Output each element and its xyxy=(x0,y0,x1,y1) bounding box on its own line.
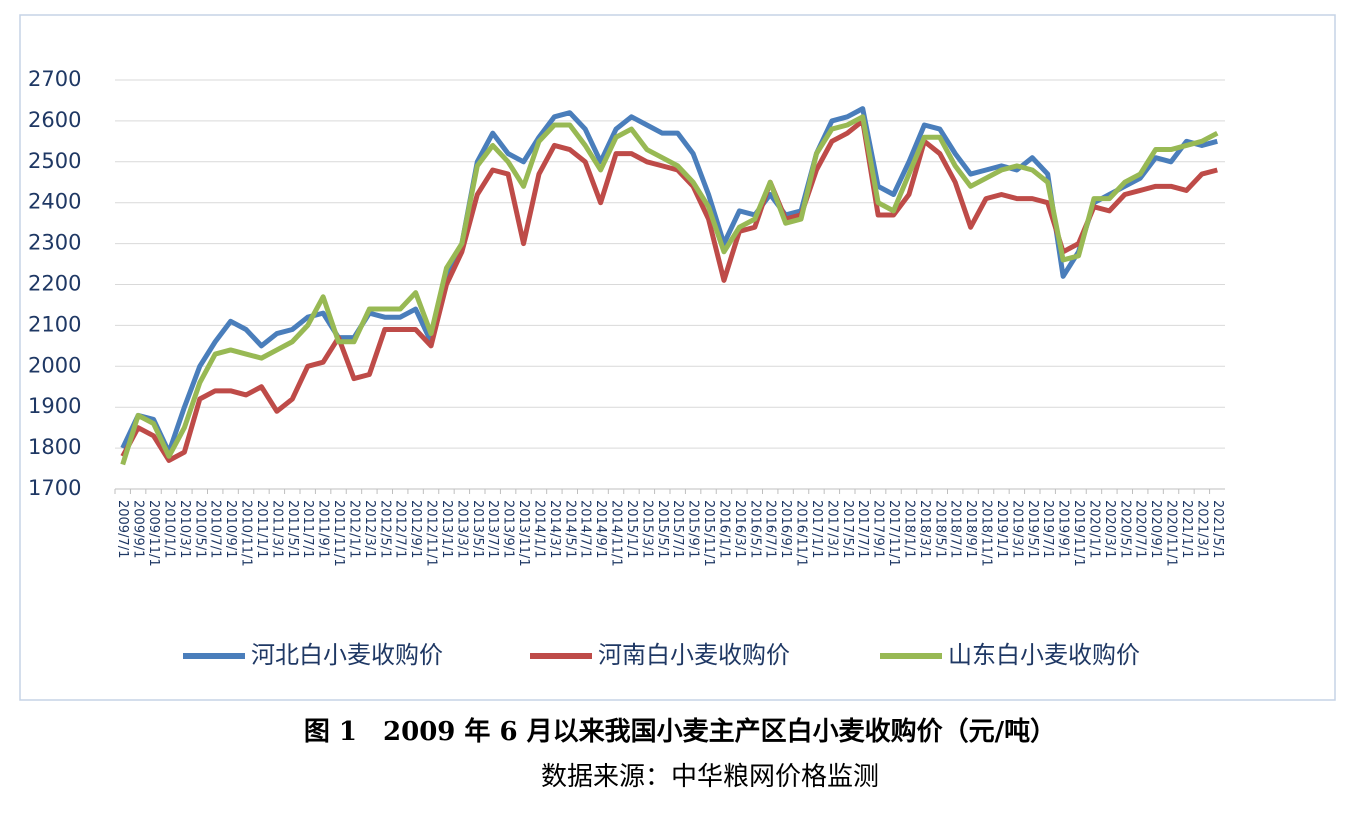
x-tick-label: 2016/1/1 xyxy=(716,500,731,558)
x-tick-label: 2011/5/1 xyxy=(285,500,300,558)
y-tick-label: 1700 xyxy=(28,476,81,500)
legend-label: 河北白小麦收购价 xyxy=(251,641,443,669)
x-tick-label: 2013/1/1 xyxy=(439,500,454,558)
x-tick-label: 2010/5/1 xyxy=(192,500,207,558)
caption: 图 1 2009 年 6 月以来我国小麦主产区白小麦收购价（元/吨） xyxy=(304,716,1056,747)
x-tick-label: 2013/9/1 xyxy=(501,500,516,558)
x-tick-label: 2016/11/1 xyxy=(794,500,809,567)
x-tick-label: 2018/7/1 xyxy=(948,500,963,558)
x-tick-label: 2020/11/1 xyxy=(1164,500,1179,567)
x-tick-label: 2011/9/1 xyxy=(316,500,331,558)
x-tick-label: 2015/5/1 xyxy=(655,500,670,558)
x-tick-label: 2012/5/1 xyxy=(377,500,392,558)
chart-frame xyxy=(19,14,1336,701)
x-tick-label: 2016/5/1 xyxy=(747,500,762,558)
x-tick-label: 2012/7/1 xyxy=(393,500,408,558)
x-tick-label: 2013/3/1 xyxy=(454,500,469,558)
x-tick-label: 2012/11/1 xyxy=(424,500,439,567)
x-tick-label: 2014/3/1 xyxy=(547,500,562,558)
x-tick-label: 2021/3/1 xyxy=(1194,500,1209,558)
y-tick-label: 1900 xyxy=(28,394,81,418)
x-tick-label: 2018/3/1 xyxy=(917,500,932,558)
x-tick-label: 2019/11/1 xyxy=(1071,500,1086,567)
x-tick-label: 2017/3/1 xyxy=(824,500,839,558)
x-tick-label: 2021/1/1 xyxy=(1179,500,1194,558)
y-tick-label: 1800 xyxy=(28,435,81,459)
y-tick-label: 2600 xyxy=(28,108,81,132)
x-tick-label: 2013/5/1 xyxy=(470,500,485,558)
x-tick-label: 2014/7/1 xyxy=(578,500,593,558)
y-tick-label: 2200 xyxy=(28,272,81,296)
x-tick-label: 2020/5/1 xyxy=(1117,500,1132,558)
x-tick-label: 2019/9/1 xyxy=(1056,500,1071,558)
x-tick-label: 2012/9/1 xyxy=(408,500,423,558)
x-tick-label: 2009/11/1 xyxy=(146,500,161,567)
x-tick-label: 2015/9/1 xyxy=(686,500,701,558)
x-tick-label: 2011/1/1 xyxy=(254,500,269,558)
x-tick-label: 2010/9/1 xyxy=(223,500,238,558)
x-tick-label: 2017/1/1 xyxy=(809,500,824,558)
x-tick-label: 2013/11/1 xyxy=(516,500,531,567)
x-tick-label: 2016/3/1 xyxy=(732,500,747,558)
x-tick-label: 2012/3/1 xyxy=(362,500,377,558)
x-tick-label: 2014/5/1 xyxy=(562,500,577,558)
x-tick-label: 2018/11/1 xyxy=(979,500,994,567)
x-tick-label: 2015/11/1 xyxy=(701,500,716,567)
legend-label: 山东白小麦收购价 xyxy=(948,641,1140,669)
x-tick-label: 2019/7/1 xyxy=(1040,500,1055,558)
x-tick-label: 2014/11/1 xyxy=(609,500,624,567)
x-tick-label: 2017/5/1 xyxy=(840,500,855,558)
y-tick-label: 2500 xyxy=(28,149,81,173)
x-tick-label: 2019/5/1 xyxy=(1025,500,1040,558)
x-tick-label: 2010/11/1 xyxy=(239,500,254,567)
x-tick-label: 2009/9/1 xyxy=(131,500,146,558)
x-tick-label: 2015/3/1 xyxy=(639,500,654,558)
x-tick-label: 2018/1/1 xyxy=(901,500,916,558)
x-tick-label: 2010/1/1 xyxy=(161,500,176,558)
y-tick-label: 2300 xyxy=(28,231,81,255)
x-tick-label: 2020/7/1 xyxy=(1133,500,1148,558)
x-tick-label: 2018/5/1 xyxy=(932,500,947,558)
x-tick-label: 2011/11/1 xyxy=(331,500,346,567)
x-tick-label: 2015/1/1 xyxy=(624,500,639,558)
x-tick-label: 2019/3/1 xyxy=(1009,500,1024,558)
series-line xyxy=(120,114,1219,466)
y-tick-label: 2700 xyxy=(28,67,81,91)
series-line xyxy=(120,118,1218,463)
x-tick-label: 2010/3/1 xyxy=(177,500,192,558)
x-tick-label: 2013/7/1 xyxy=(485,500,500,558)
x-tick-label: 2020/1/1 xyxy=(1086,500,1101,558)
series-line xyxy=(120,106,1218,455)
x-tick-label: 2017/9/1 xyxy=(871,500,886,558)
x-tick-label: 2016/9/1 xyxy=(778,500,793,558)
x-tick-label: 2017/7/1 xyxy=(855,500,870,558)
y-tick-label: 2100 xyxy=(28,312,81,336)
y-tick-label: 2000 xyxy=(28,353,81,377)
x-tick-label: 2020/3/1 xyxy=(1102,500,1117,558)
source: 数据来源：中华粮网价格监测 xyxy=(541,762,879,792)
x-tick-label: 2011/7/1 xyxy=(300,500,315,558)
x-tick-label: 2017/11/1 xyxy=(886,500,901,567)
y-tick-label: 2400 xyxy=(28,190,81,214)
x-tick-label: 2009/7/1 xyxy=(115,500,130,558)
x-tick-label: 2014/1/1 xyxy=(531,500,546,558)
x-tick-label: 2016/7/1 xyxy=(763,500,778,558)
x-tick-label: 2012/1/1 xyxy=(346,500,361,558)
x-tick-label: 2019/1/1 xyxy=(994,500,1009,558)
x-tick-label: 2014/9/1 xyxy=(593,500,608,558)
x-tick-label: 2011/3/1 xyxy=(269,500,284,558)
x-tick-label: 2018/9/1 xyxy=(963,500,978,558)
x-tick-label: 2015/7/1 xyxy=(670,500,685,558)
x-tick-label: 2010/7/1 xyxy=(208,500,223,558)
x-tick-label: 2020/9/1 xyxy=(1148,500,1163,558)
legend-label: 河南白小麦收购价 xyxy=(598,641,790,669)
x-tick-label: 2021/5/1 xyxy=(1210,500,1225,558)
